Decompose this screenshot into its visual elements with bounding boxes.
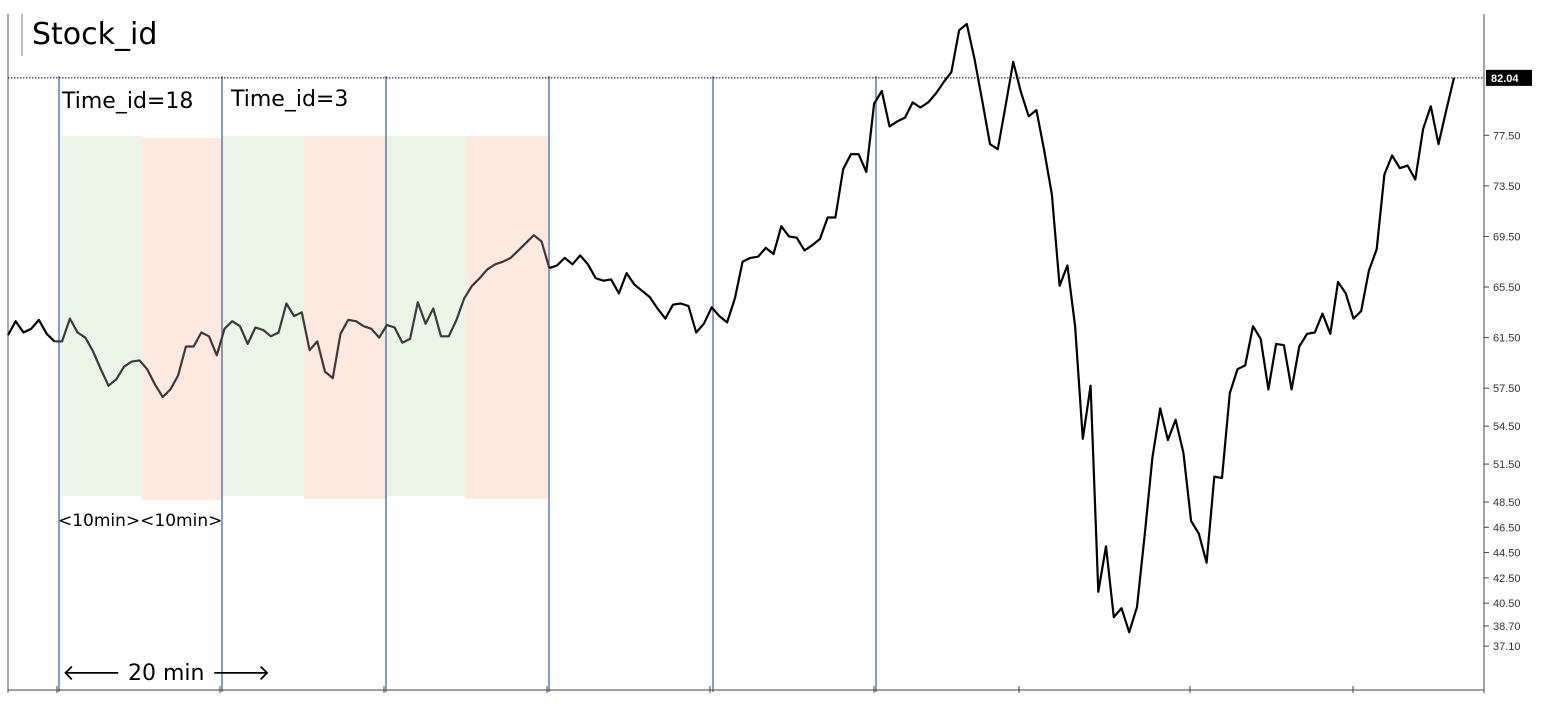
y-tick-label: 73.50 [1493, 181, 1521, 193]
y-tick-label: 44.50 [1493, 548, 1521, 560]
duration-label: 🡐 20 min 🡒 [62, 661, 270, 686]
y-tick-label: 37.10 [1493, 641, 1521, 653]
y-tick-label: 54.50 [1493, 421, 1521, 433]
chart-title: Stock_id [32, 17, 157, 52]
time-band-5 [386, 136, 466, 496]
y-tick-label: 42.50 [1493, 573, 1521, 585]
time-band-2 [142, 138, 222, 500]
time-id-label-a: Time_id=18 [61, 89, 193, 114]
y-axis-ticks: 77.50 73.50 69.50 65.50 61.50 57.50 54.50 51.50… [1484, 130, 1521, 653]
interval-label: <10min><10min> [58, 511, 222, 531]
time-band-3 [222, 136, 304, 496]
y-tick-label: 51.50 [1493, 459, 1521, 471]
y-tick-label: 48.50 [1493, 497, 1521, 509]
y-tick-label: 77.50 [1493, 130, 1521, 142]
x-ticks [56, 686, 1354, 693]
time-band-1 [60, 136, 142, 496]
last-value-badge [1486, 69, 1532, 86]
price-line-pre [7, 318, 56, 343]
price-line-highlight [54, 234, 551, 399]
price-series [7, 22, 1456, 634]
y-tick-label: 38.70 [1493, 621, 1521, 633]
y-tick-label: 61.50 [1493, 333, 1521, 345]
last-value-label: 82.04 [1491, 73, 1519, 85]
y-tick-label: 57.50 [1493, 383, 1521, 395]
time-id-label-b: Time_id=3 [230, 87, 348, 112]
y-tick-label: 46.50 [1493, 522, 1521, 534]
time-id-dividers [58, 76, 877, 692]
time-band-6 [466, 136, 548, 499]
time-band-4 [304, 136, 386, 499]
price-line-post [548, 22, 1456, 634]
y-tick-label: 40.50 [1493, 598, 1521, 610]
y-tick-label: 65.50 [1493, 282, 1521, 294]
y-tick-label: 69.50 [1493, 231, 1521, 243]
time-bands [60, 136, 548, 500]
